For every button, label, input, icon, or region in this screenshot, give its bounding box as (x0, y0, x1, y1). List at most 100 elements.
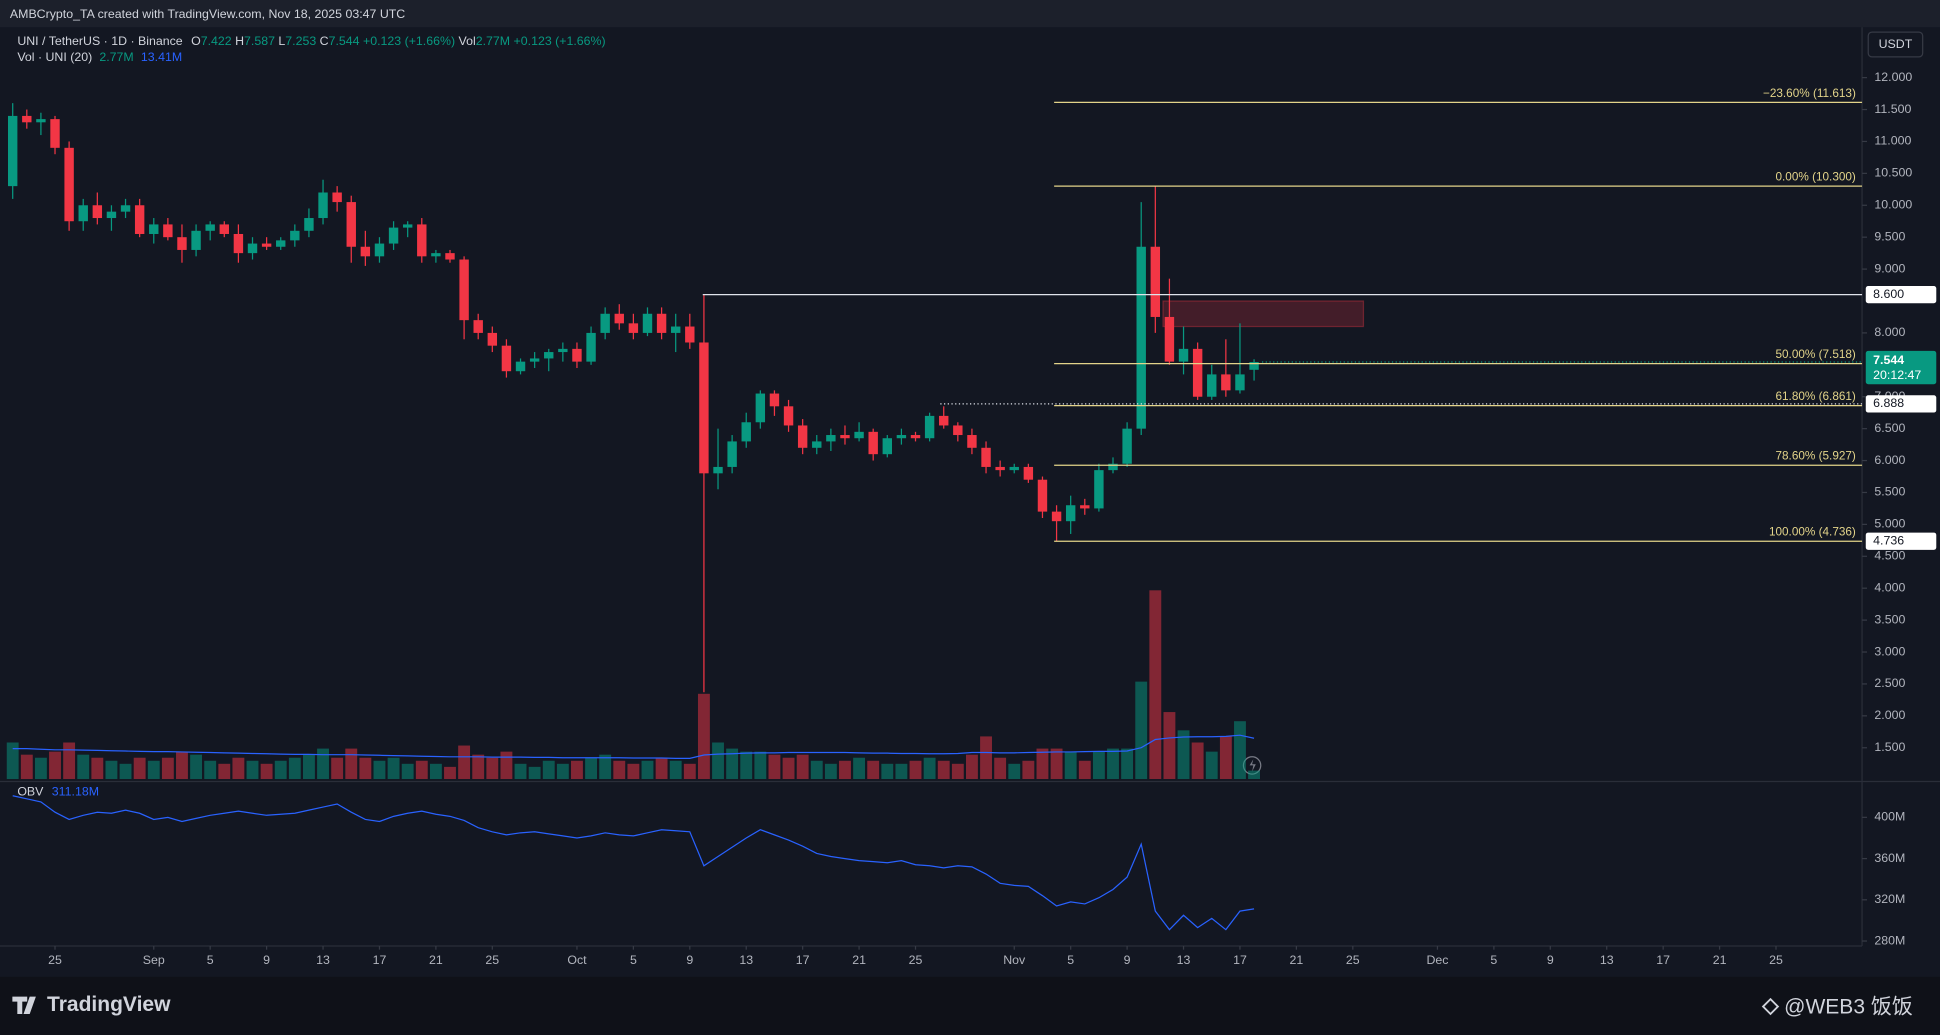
currency[interactable]: USDT (1879, 37, 1913, 51)
y-tick-label: 10.000 (1874, 198, 1912, 212)
candle-body (868, 431, 878, 455)
replay-icon-bolt (1249, 759, 1256, 772)
x-tick-label: 17 (1233, 953, 1247, 967)
candle-body (445, 253, 455, 260)
candle-body (670, 326, 681, 333)
x-tick-label: 5 (630, 953, 637, 967)
candle-body (473, 320, 483, 333)
volume-bar (204, 760, 217, 780)
volume-bar (401, 763, 414, 780)
volume-bar (91, 757, 104, 780)
candle-body (628, 323, 639, 333)
volume-bar (980, 736, 992, 780)
y-tick-label: 4.000 (1874, 580, 1905, 594)
volume-bar (1008, 763, 1021, 780)
currency-box[interactable] (1867, 31, 1924, 58)
volume-bar (77, 754, 90, 780)
volume-bar (458, 745, 471, 780)
y-tick-label: 2.000 (1874, 708, 1905, 722)
candle-body (910, 435, 921, 439)
candle-body (685, 326, 695, 343)
candle-body (939, 415, 949, 426)
candle-body (1051, 511, 1062, 522)
volume-bar (683, 763, 696, 780)
candle-body (981, 447, 991, 467)
brand: TradingView (47, 993, 171, 1016)
volume-bar (1163, 712, 1176, 780)
bottom-strip (0, 976, 1940, 1035)
x-tick-label: 21 (1290, 953, 1304, 967)
volume-bar (556, 763, 569, 780)
obv-line (12, 795, 1255, 931)
candle-body (1108, 463, 1118, 471)
x-tick-label: 25 (1769, 953, 1783, 967)
candle-body (797, 425, 808, 448)
change: +0.123 (+1.66%) (514, 34, 606, 48)
volume-bar (274, 760, 287, 780)
volume-ma-value: 13.41M (141, 50, 182, 64)
y-tick-label: 5.000 (1874, 517, 1905, 531)
y-tick-label: 5.500 (1874, 485, 1905, 499)
y-tick-label: 2.500 (1874, 676, 1905, 690)
volume-bar (1064, 751, 1077, 780)
volume-name: Vol · UNI (20) (17, 50, 92, 64)
volume-bar (782, 757, 795, 780)
candle-body (106, 211, 117, 219)
candle-body (515, 361, 526, 372)
volume-bar (796, 754, 809, 780)
candle-body (600, 313, 610, 333)
volume-bar (218, 763, 231, 780)
candle-body (713, 466, 723, 474)
y-tick-label: 4.500 (1874, 549, 1905, 563)
obv-tick-label: 280M (1874, 933, 1905, 947)
supply-zone (1162, 300, 1365, 328)
ohlc-value: 7.587 (244, 34, 275, 48)
volume-bar (895, 763, 908, 780)
y-tick-label: 10.500 (1874, 166, 1912, 180)
candle-body (840, 435, 850, 439)
volume-bar (655, 757, 668, 780)
candle-body (374, 243, 385, 257)
level-label: 6.888 (1873, 396, 1904, 410)
candle-body (924, 415, 935, 439)
volume-bar (1092, 751, 1105, 780)
candle-body (699, 342, 709, 474)
volume-bar (613, 760, 626, 780)
volume-bar (161, 757, 174, 780)
y-tick-label: 11.500 (1874, 102, 1911, 116)
volume-bar (951, 763, 964, 780)
volume-bar (302, 754, 315, 780)
candle-body (64, 147, 74, 222)
ohlc-letter: C (320, 34, 329, 48)
x-tick-label: 5 (1067, 953, 1074, 967)
candle-body (50, 119, 60, 148)
candle-body (149, 224, 159, 234)
fib-label: −23.60% (11.613) (1763, 87, 1856, 100)
volume-bar (1036, 748, 1049, 780)
ohlc-value: 7.422 (201, 34, 232, 48)
volume-bar (1177, 730, 1190, 780)
volume-bar (881, 763, 894, 780)
symbol-title: UNI / TetherUS · 1D · Binance (17, 34, 182, 48)
watermark-icon (1761, 997, 1780, 1016)
volume-bar (937, 760, 950, 780)
volume-bar (415, 760, 428, 780)
candle-body (134, 205, 145, 234)
candle-body (501, 345, 512, 372)
price-label: 7.544 (1873, 353, 1904, 367)
y-tick-label: 6.000 (1874, 453, 1905, 467)
candle-body (261, 243, 272, 247)
x-tick-label: 9 (1547, 953, 1554, 967)
watermark: @WEB3 饭饭 (1784, 995, 1913, 1018)
candle-body (332, 192, 342, 203)
x-tick-label: 13 (1600, 953, 1614, 967)
legend-line: UNI / TetherUS · 1D · Binance O7.422 H7.… (17, 34, 605, 48)
candle-body (896, 435, 907, 439)
candle-body (92, 205, 103, 219)
level-box (1865, 285, 1937, 304)
y-tick-label: 11.000 (1874, 134, 1911, 148)
volume-bar (853, 757, 866, 780)
volume-bar (839, 760, 851, 780)
candle-body (360, 246, 371, 257)
change: +0.123 (+1.66%) (363, 34, 455, 48)
